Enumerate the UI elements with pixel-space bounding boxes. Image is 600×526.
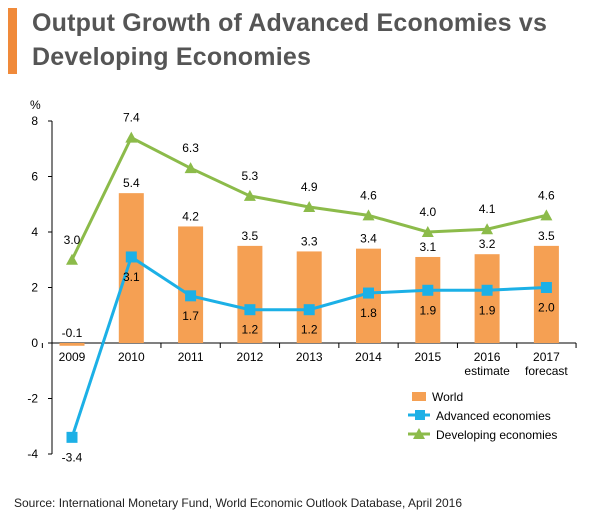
bar-world — [237, 245, 263, 343]
x-tick-label: 2013 — [296, 350, 323, 364]
data-label-developing: 4.6 — [360, 188, 377, 202]
data-label-advanced: 1.2 — [301, 323, 318, 337]
marker-developing — [421, 226, 434, 237]
data-label-advanced: 1.9 — [479, 303, 496, 317]
y-tick-label: -4 — [27, 447, 38, 461]
chart-title: Output Growth of Advanced Economies vs D… — [32, 6, 547, 74]
x-tick-label: 2011 — [178, 350, 204, 364]
data-label-advanced: 1.2 — [242, 323, 259, 337]
source-note: Source: International Monetary Fund, Wor… — [14, 496, 463, 510]
marker-advanced — [185, 290, 197, 302]
marker-developing — [362, 209, 375, 221]
data-label-world: 5.4 — [123, 176, 140, 190]
data-label-advanced: 1.9 — [419, 303, 436, 317]
marker-developing — [184, 162, 197, 174]
data-label-advanced: 2.0 — [538, 301, 555, 315]
data-label-world: 3.5 — [242, 229, 259, 243]
marker-advanced — [303, 304, 315, 316]
marker-developing — [66, 253, 78, 265]
bar-world — [178, 226, 204, 343]
legend-label-advanced: Advanced economies — [436, 409, 551, 423]
bar-world — [59, 343, 85, 346]
bar-world — [296, 251, 322, 343]
y-tick-label: -2 — [27, 392, 38, 406]
x-tick-label: 2009 — [59, 350, 86, 364]
data-label-developing: 5.3 — [242, 169, 259, 183]
marker-developing — [243, 189, 256, 201]
x-tick-label: 2012 — [237, 350, 264, 364]
marker-advanced — [422, 284, 434, 296]
data-label-advanced: 1.8 — [360, 306, 377, 320]
x-tick-label: 2015 — [414, 350, 441, 364]
data-label-developing: 4.9 — [301, 180, 318, 194]
y-tick-label: 4 — [31, 225, 38, 239]
data-label-advanced: 1.7 — [182, 309, 199, 323]
legend-marker-developing — [413, 428, 425, 439]
data-label-world: 4.2 — [182, 209, 199, 223]
legend-marker-advanced — [415, 410, 425, 420]
data-label-developing: 4.0 — [419, 205, 436, 219]
marker-developing — [125, 131, 138, 143]
data-label-developing: 6.3 — [182, 141, 199, 155]
y-axis-label: % — [30, 98, 41, 112]
data-label-developing: 3.0 — [64, 233, 81, 247]
data-label-advanced: -3.4 — [62, 450, 83, 464]
marker-advanced — [540, 282, 552, 293]
chart-title-line-2: Developing Economies — [32, 43, 312, 71]
x-tick-label: 2014 — [355, 350, 382, 364]
chart-title-line-1: Output Growth of Advanced Economies vs — [32, 9, 548, 37]
data-label-advanced: 3.1 — [123, 270, 140, 284]
data-label-developing: 4.1 — [479, 202, 496, 216]
marker-advanced — [244, 304, 256, 316]
legend-label-developing: Developing economies — [436, 428, 557, 442]
data-label-world: 3.5 — [538, 229, 555, 243]
bar-world — [474, 254, 500, 343]
data-label-world: 3.4 — [360, 232, 377, 246]
data-label-world: 3.1 — [419, 240, 436, 254]
x-tick-label: 2017 — [533, 350, 560, 364]
x-tick-label: 2010 — [118, 350, 145, 364]
title-accent-bar — [8, 8, 17, 74]
marker-developing — [481, 223, 494, 235]
data-label-world: -0.1 — [62, 326, 83, 340]
marker-developing — [540, 209, 553, 221]
legend-swatch-world — [412, 392, 426, 401]
y-tick-label: 8 — [31, 114, 38, 128]
x-tick-label: 2016 — [474, 350, 501, 364]
data-label-world: 3.3 — [301, 234, 318, 248]
marker-advanced — [363, 287, 374, 299]
y-tick-label: 0 — [31, 336, 38, 350]
x-tick-sublabel: estimate — [464, 364, 510, 378]
x-tick-sublabel: forecast — [525, 364, 568, 378]
marker-advanced — [66, 431, 78, 443]
marker-advanced — [481, 284, 493, 296]
data-label-world: 3.2 — [479, 237, 496, 251]
bar-world — [533, 245, 559, 343]
marker-advanced — [125, 251, 137, 263]
data-label-developing: 7.4 — [123, 111, 140, 125]
y-tick-label: 6 — [31, 170, 38, 184]
y-tick-label: 2 — [31, 281, 38, 295]
legend-label-world: World — [432, 390, 463, 404]
data-label-developing: 4.6 — [538, 188, 555, 202]
bar-world — [118, 193, 144, 343]
bar-world — [415, 256, 441, 343]
marker-developing — [303, 201, 316, 213]
